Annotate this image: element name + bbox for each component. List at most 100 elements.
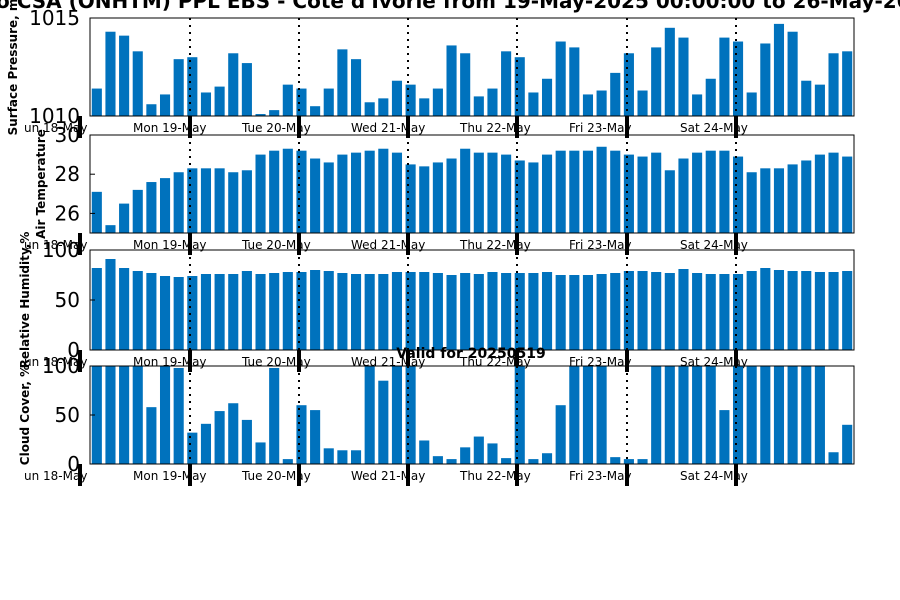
bar [528,273,539,350]
bar [555,275,566,350]
bar [528,92,539,116]
x-tick-label: Thu 22-May [459,238,531,252]
bar [842,424,853,464]
y-tick-label: 28 [55,162,80,186]
bar [187,168,198,233]
bar [214,274,225,350]
bar [419,272,430,350]
bar [432,273,443,350]
bar [146,104,157,116]
bar [255,442,266,464]
bar [350,274,362,350]
bar [801,366,812,464]
bar [501,458,512,464]
bar [146,273,157,350]
x-tick-label: Sat 24-May [680,121,748,135]
x-tick-label: Tue 20-May [241,469,311,483]
bar [664,27,675,116]
x-tick-label: un 18-May [24,121,87,135]
bar [323,162,334,233]
bar [310,158,321,233]
bar [119,366,130,464]
bar [732,156,744,233]
bar [801,271,812,350]
bar [842,51,853,116]
bar [173,367,184,464]
bar [814,272,825,350]
bar [773,168,785,233]
bar [323,271,334,350]
bar [187,276,198,350]
bar [296,88,307,116]
bar [760,43,771,117]
x-tick-label: Mon 19-May [133,469,207,483]
bar [296,272,307,350]
bar [746,366,757,464]
bar [91,191,102,233]
bar [119,268,130,350]
bar [364,102,375,116]
bar [760,366,771,464]
x-tick-label: Tue 20-May [241,121,311,135]
bar [432,162,443,233]
bar [337,273,348,350]
bar [200,92,212,116]
x-tick-label: Sat 24-May [680,469,748,483]
y-tick-label: 0 [67,338,80,362]
bar [828,452,839,464]
bar [773,366,785,464]
bar [637,90,648,116]
bar [310,410,321,464]
bar [814,154,825,233]
x-tick-label: Tue 20-May [241,238,311,252]
bar [296,405,307,464]
bar [146,407,157,464]
bar [828,53,839,116]
bar [514,273,525,350]
bar [541,78,553,116]
bar [732,366,744,464]
bar [582,94,594,116]
bar [487,443,498,464]
bar [323,88,334,116]
bar [364,150,375,233]
bar [200,423,212,464]
bar [760,168,771,233]
bar [760,268,771,350]
bar [119,203,130,233]
bar [678,158,689,233]
bar [473,96,484,116]
bar [569,366,580,464]
bar [282,272,293,350]
bar [596,146,607,233]
bar [310,106,321,116]
bar [391,366,403,464]
bar [596,366,607,464]
bar [255,154,266,233]
x-tick-label: Wed 21-May [351,238,425,252]
bar [159,276,171,350]
bar [623,271,634,350]
bar [801,160,812,233]
bar [610,457,621,464]
bar [582,150,594,233]
x-tick-label: Sat 24-May [680,238,748,252]
bar [473,152,484,233]
x-tick-label: Thu 22-May [459,121,531,135]
bar [446,45,457,116]
bar [569,275,580,350]
bar [105,31,116,116]
y-tick-label: 50 [55,288,80,312]
bar [787,271,798,350]
bar [391,80,403,116]
bar [705,150,716,233]
bar [460,273,471,350]
bar [610,150,621,233]
bar [269,150,280,233]
bar [719,37,730,116]
bar [487,88,498,116]
bar [473,274,484,350]
bar [105,259,116,350]
bar [801,80,812,116]
